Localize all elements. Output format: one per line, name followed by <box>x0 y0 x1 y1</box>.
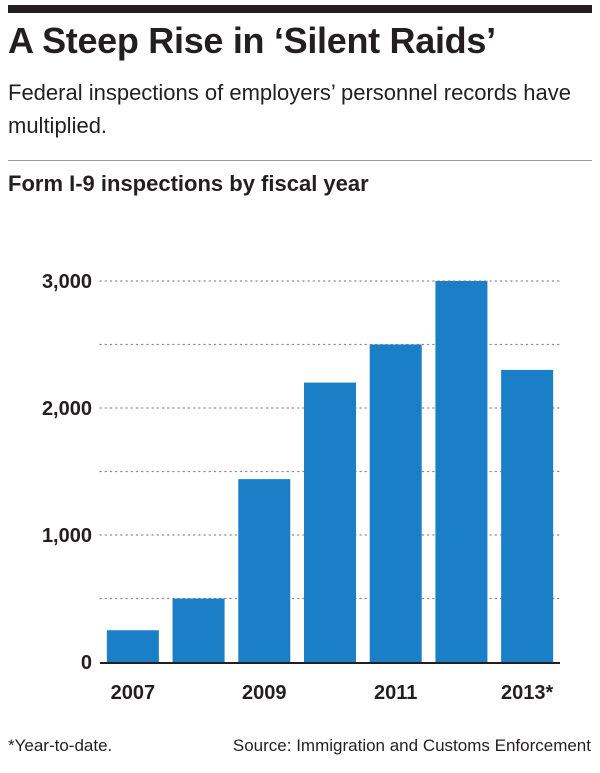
bar-2013 <box>501 369 554 662</box>
bar-2009 <box>238 479 291 662</box>
x-tick-label: 2009 <box>242 682 287 704</box>
bar-2007 <box>106 630 159 662</box>
bar-2008 <box>172 598 225 662</box>
x-tick-label: 2013* <box>501 682 553 704</box>
y-tick-label: 1,000 <box>42 525 92 547</box>
chart-title: Form I-9 inspections by fiscal year <box>8 171 369 196</box>
x-tick-label: 2007 <box>111 682 156 704</box>
bar-2012 <box>435 281 488 662</box>
bar-2011 <box>369 344 422 662</box>
page-subtitle: Federal inspections of employers’ person… <box>8 80 571 138</box>
bar-2010 <box>304 382 356 662</box>
top-rule <box>8 5 592 13</box>
source-note: Source: Immigration and Customs Enforcem… <box>232 736 591 755</box>
y-tick-label: 3,000 <box>42 271 92 293</box>
page-title: A Steep Rise in ‘Silent Raids’ <box>8 20 496 61</box>
x-tick-label: 2011 <box>374 682 417 704</box>
divider <box>8 160 592 161</box>
footnote: *Year-to-date. <box>8 736 113 755</box>
bar-chart: 0 1,000 2,000 3,000 2007 2009 2011 2013* <box>42 271 561 704</box>
y-tick-label: 0 <box>81 652 92 674</box>
y-tick-label: 2,000 <box>42 398 92 420</box>
